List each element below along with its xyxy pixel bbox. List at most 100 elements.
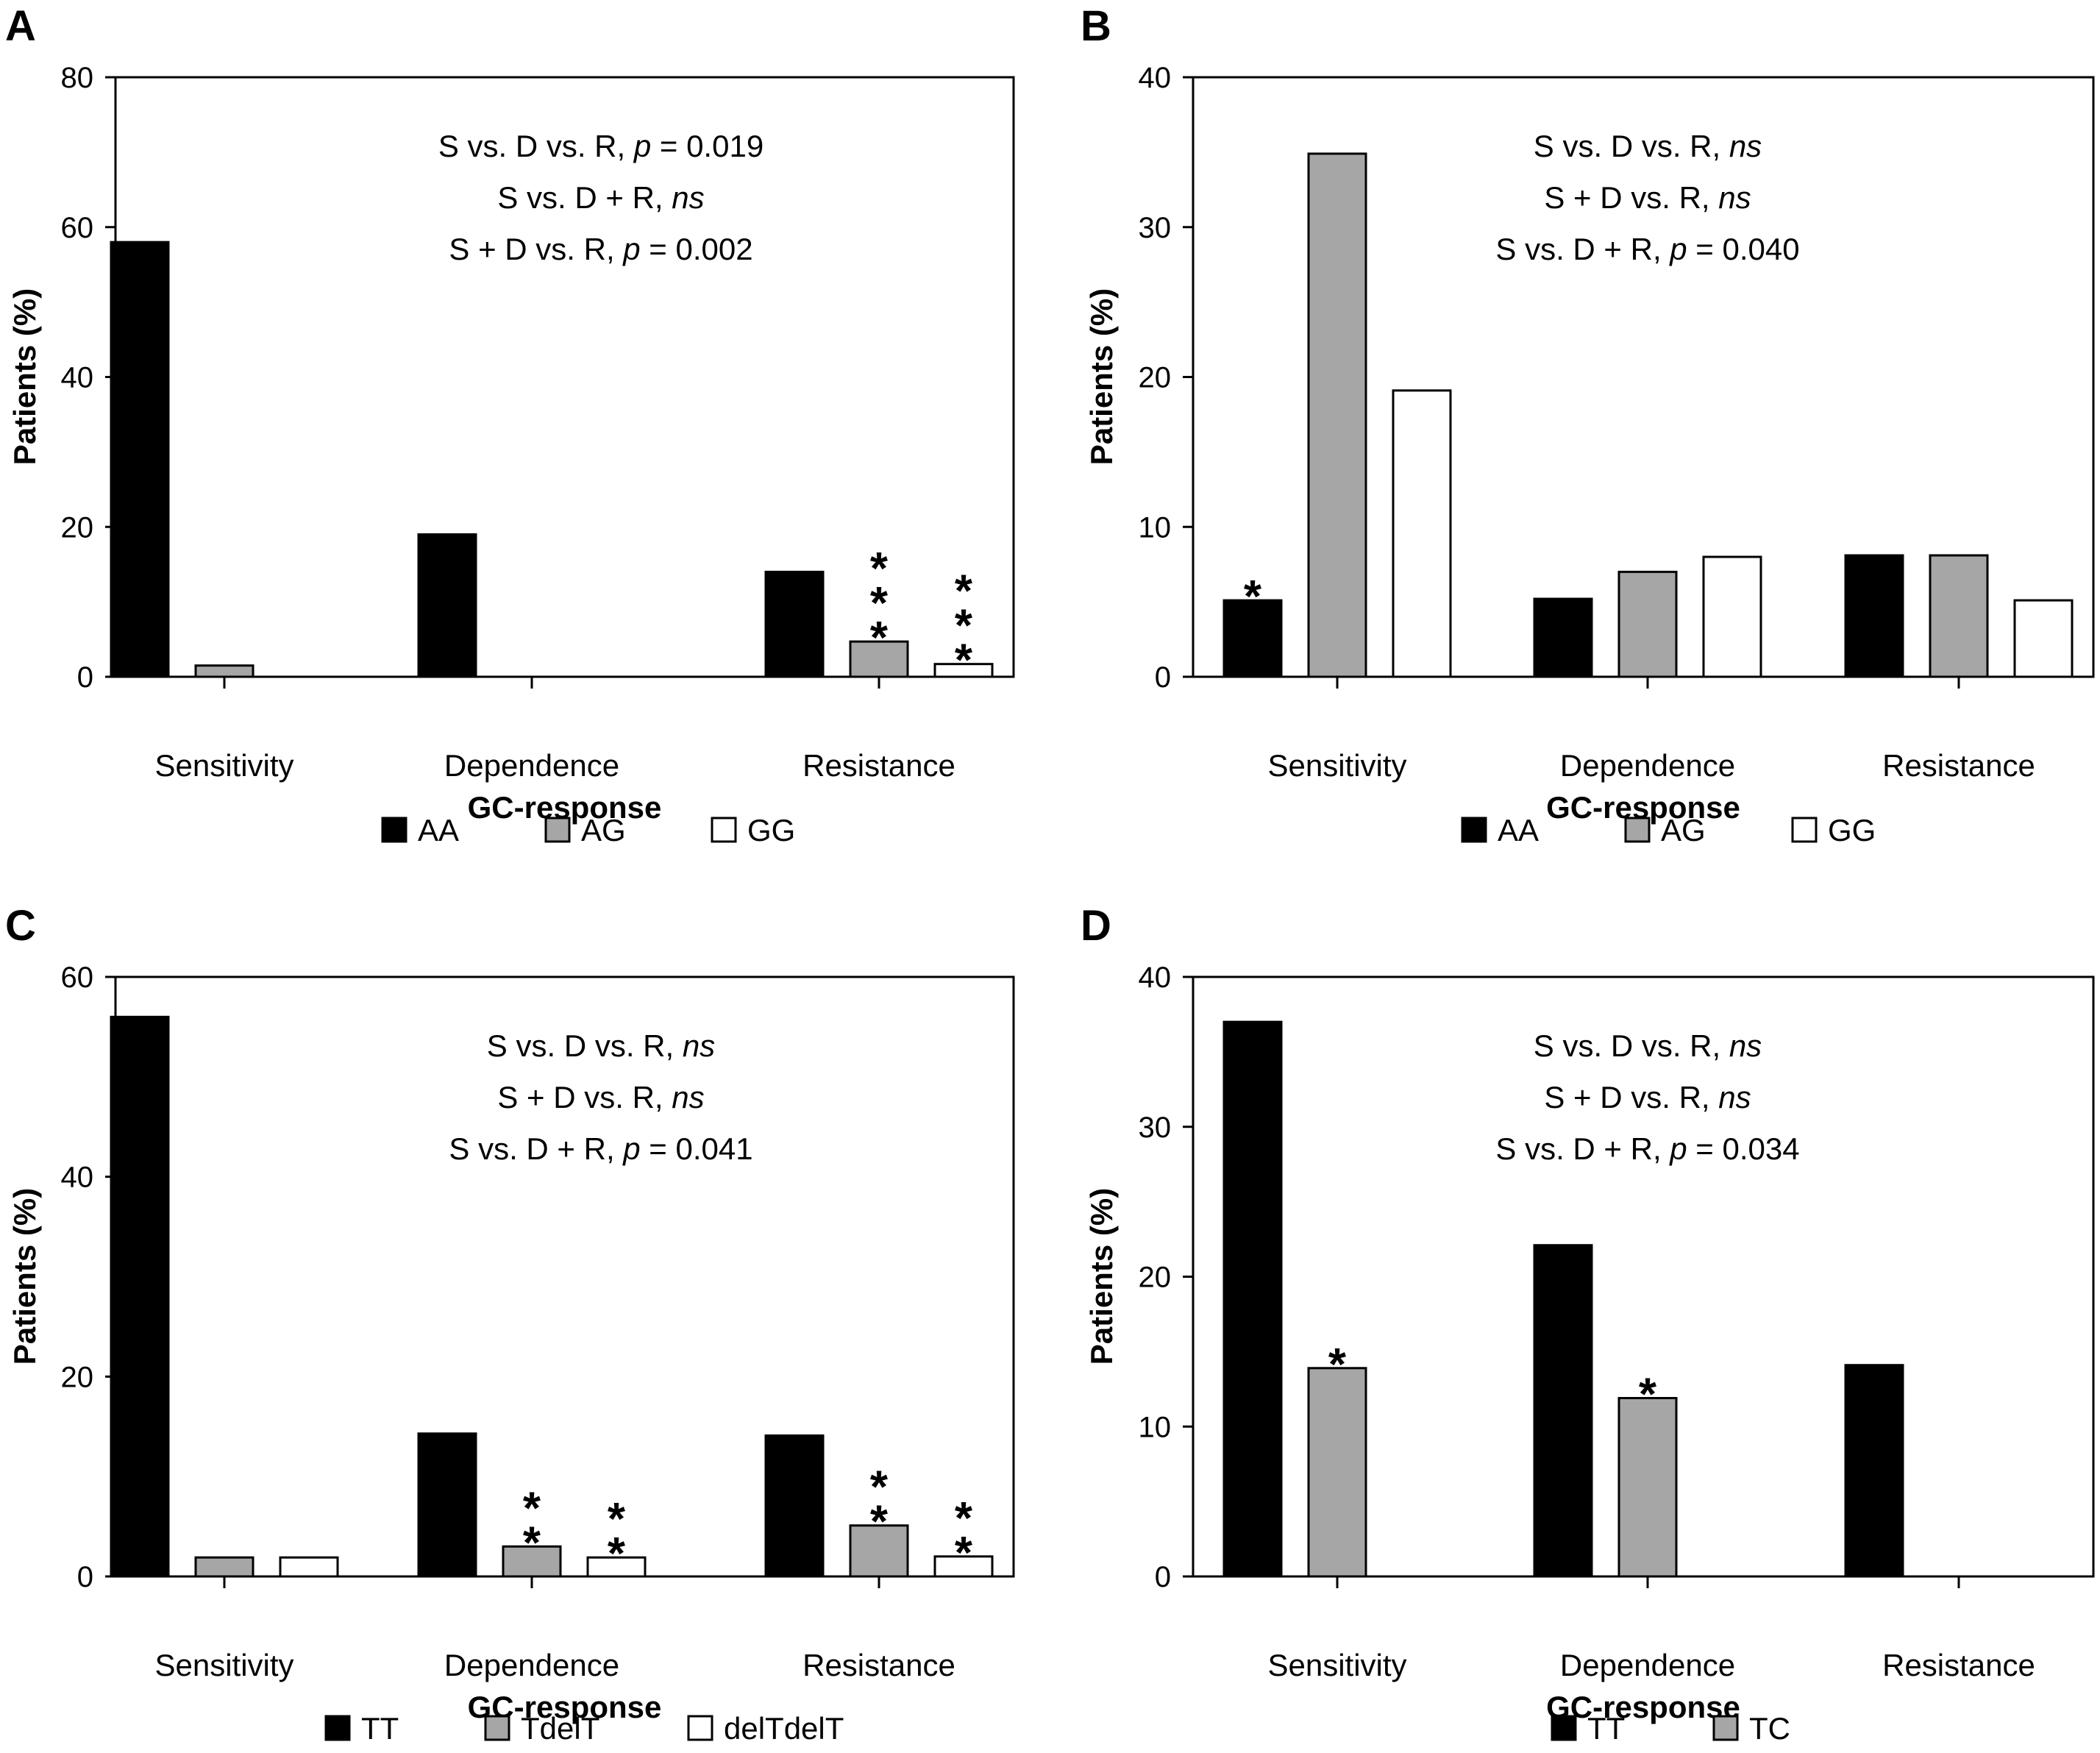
- stat-annotation-part: ns: [683, 1028, 715, 1063]
- legend-swatch-tt: [1551, 1715, 1577, 1741]
- legend-label-tt: TT: [361, 1711, 399, 1746]
- stat-annotation-part: S vs. D vs. R,: [487, 1028, 683, 1063]
- legend-label-deltdelt: delTdelT: [724, 1711, 844, 1746]
- bar-gg: [1702, 555, 1762, 678]
- stat-annotation-part: S vs. D + R,: [1495, 232, 1670, 266]
- significance-marker: *: [955, 1528, 973, 1579]
- x-tick-label: Resistance: [1882, 1648, 2035, 1682]
- bar-deltdelt: [586, 1556, 647, 1578]
- stat-annotation: S vs. D + R, p = 0.034: [1495, 1131, 1799, 1166]
- bar-tdelt: [502, 1545, 562, 1578]
- stat-annotation: S vs. D + R, p = 0.041: [449, 1131, 752, 1166]
- chart-panel-a: A 0 20 40 60 80 Patients (%) Sensitivity Depende…: [5, 2, 1015, 847]
- legend-swatch-ag: [544, 817, 571, 843]
- stat-annotation-part: ns: [1729, 1028, 1762, 1063]
- stat-annotation-part: ns: [672, 1080, 704, 1114]
- legend-swatch-gg: [711, 817, 737, 843]
- legend-label-ag: AG: [1661, 813, 1706, 847]
- bar-ag: [1617, 570, 1678, 678]
- bar-ag: [1929, 554, 1989, 678]
- bar-tdelt: [194, 1556, 255, 1578]
- stat-annotation-part: S + D vs. R,: [1544, 1080, 1718, 1114]
- y-tick-label: 30: [1139, 212, 1172, 244]
- stat-annotation: S vs. D + R, p = 0.040: [1495, 232, 1799, 266]
- y-tick-label: 20: [1139, 362, 1172, 394]
- stat-annotation: S + D vs. R, ns: [497, 1080, 704, 1114]
- stat-annotation-part: = 0.002: [641, 232, 753, 266]
- significance-marker: *: [870, 578, 889, 629]
- stat-annotation-part: S + D vs. R,: [1544, 180, 1718, 215]
- x-tick-label: Sensitivity: [1267, 1648, 1406, 1682]
- y-tick-label: 40: [1139, 961, 1172, 994]
- x-tick-label: Sensitivity: [154, 748, 293, 783]
- x-tick-label: Resistance: [1882, 748, 2035, 783]
- significance-marker: *: [870, 1497, 889, 1548]
- significance-marker: *: [523, 1483, 541, 1534]
- panel-label: D: [1081, 902, 1111, 950]
- x-tick-label: Resistance: [802, 1648, 955, 1682]
- legend-swatch-ag: [1624, 817, 1651, 843]
- x-tick-label: Dependence: [1560, 748, 1735, 783]
- stat-annotation: S vs. D vs. R, ns: [1534, 129, 1762, 163]
- significance-marker: *: [1328, 1340, 1347, 1390]
- stat-annotation-part: S + D vs. R,: [449, 232, 623, 266]
- bar-tt: [110, 1015, 170, 1578]
- bar-ag: [849, 640, 909, 678]
- significance-marker: *: [955, 601, 973, 652]
- bar-ag: [194, 664, 255, 678]
- x-tick-label: Sensitivity: [1267, 748, 1406, 783]
- bar-aa: [110, 241, 170, 678]
- y-axis-title: Patients (%): [7, 1188, 42, 1365]
- legend-swatch-gg: [1791, 817, 1818, 843]
- significance-marker: *: [523, 1518, 541, 1568]
- significance-marker: *: [955, 1493, 973, 1544]
- stat-annotation-part: S vs. D vs. R,: [1534, 129, 1729, 163]
- legend-swatch-deltdelt: [687, 1715, 713, 1741]
- y-tick-label: 40: [61, 362, 94, 394]
- stat-annotation: S + D vs. R, p = 0.002: [449, 232, 752, 266]
- panel-label: A: [5, 2, 36, 50]
- y-tick-label: 0: [1155, 1561, 1171, 1593]
- stat-annotation-part: ns: [1718, 180, 1751, 215]
- legend-swatch-aa: [381, 817, 407, 843]
- x-tick-label: Sensitivity: [154, 1648, 293, 1682]
- bar-gg: [2013, 599, 2074, 678]
- significance-marker: *: [870, 1462, 889, 1513]
- bar-tt: [417, 1432, 477, 1578]
- y-tick-label: 40: [1139, 62, 1172, 94]
- bar-aa: [1844, 554, 1904, 678]
- stat-annotation-part: ns: [672, 180, 704, 215]
- stat-annotation-part: p: [1668, 232, 1687, 266]
- bar-tdelt: [849, 1524, 909, 1578]
- bar-aa: [417, 533, 477, 678]
- y-tick-label: 10: [1139, 511, 1172, 544]
- stat-annotation: S vs. D vs. R, ns: [487, 1028, 715, 1063]
- significance-marker: *: [1244, 572, 1262, 622]
- stat-annotation: S vs. D + R, ns: [497, 180, 704, 215]
- y-tick-label: 10: [1139, 1411, 1172, 1443]
- legend-label-tt: TT: [1587, 1711, 1625, 1746]
- x-tick-label: Dependence: [444, 1648, 619, 1682]
- bar-tc: [1307, 1367, 1367, 1578]
- legend-swatch-tc: [1712, 1715, 1739, 1741]
- legend-swatch-tdelt: [484, 1715, 510, 1741]
- legend-label-gg: GG: [1828, 813, 1876, 847]
- y-tick-label: 0: [77, 1561, 93, 1593]
- bar-deltdelt: [933, 1555, 994, 1578]
- y-tick-label: 20: [61, 1361, 94, 1393]
- stat-annotation-part: = 0.041: [641, 1131, 753, 1166]
- bar-gg: [1392, 389, 1452, 678]
- y-tick-label: 40: [61, 1162, 94, 1194]
- legend-label-aa: AA: [1498, 813, 1539, 847]
- significance-marker: *: [870, 613, 889, 664]
- x-axis-title: GC-response: [1546, 1690, 1740, 1724]
- legend-label-tc: TC: [1749, 1711, 1790, 1746]
- y-axis-title: Patients (%): [7, 288, 42, 465]
- stat-annotation-part: S vs. D + R,: [497, 180, 672, 215]
- legend-label-ag: AG: [581, 813, 626, 847]
- bar-aa: [1222, 599, 1283, 678]
- y-tick-label: 20: [1139, 1262, 1172, 1294]
- legend-label-aa: AA: [418, 813, 459, 847]
- chart-panel-c: C 0 20 40 60 Patients (%) Sensitivity Dependenc…: [5, 902, 1015, 1746]
